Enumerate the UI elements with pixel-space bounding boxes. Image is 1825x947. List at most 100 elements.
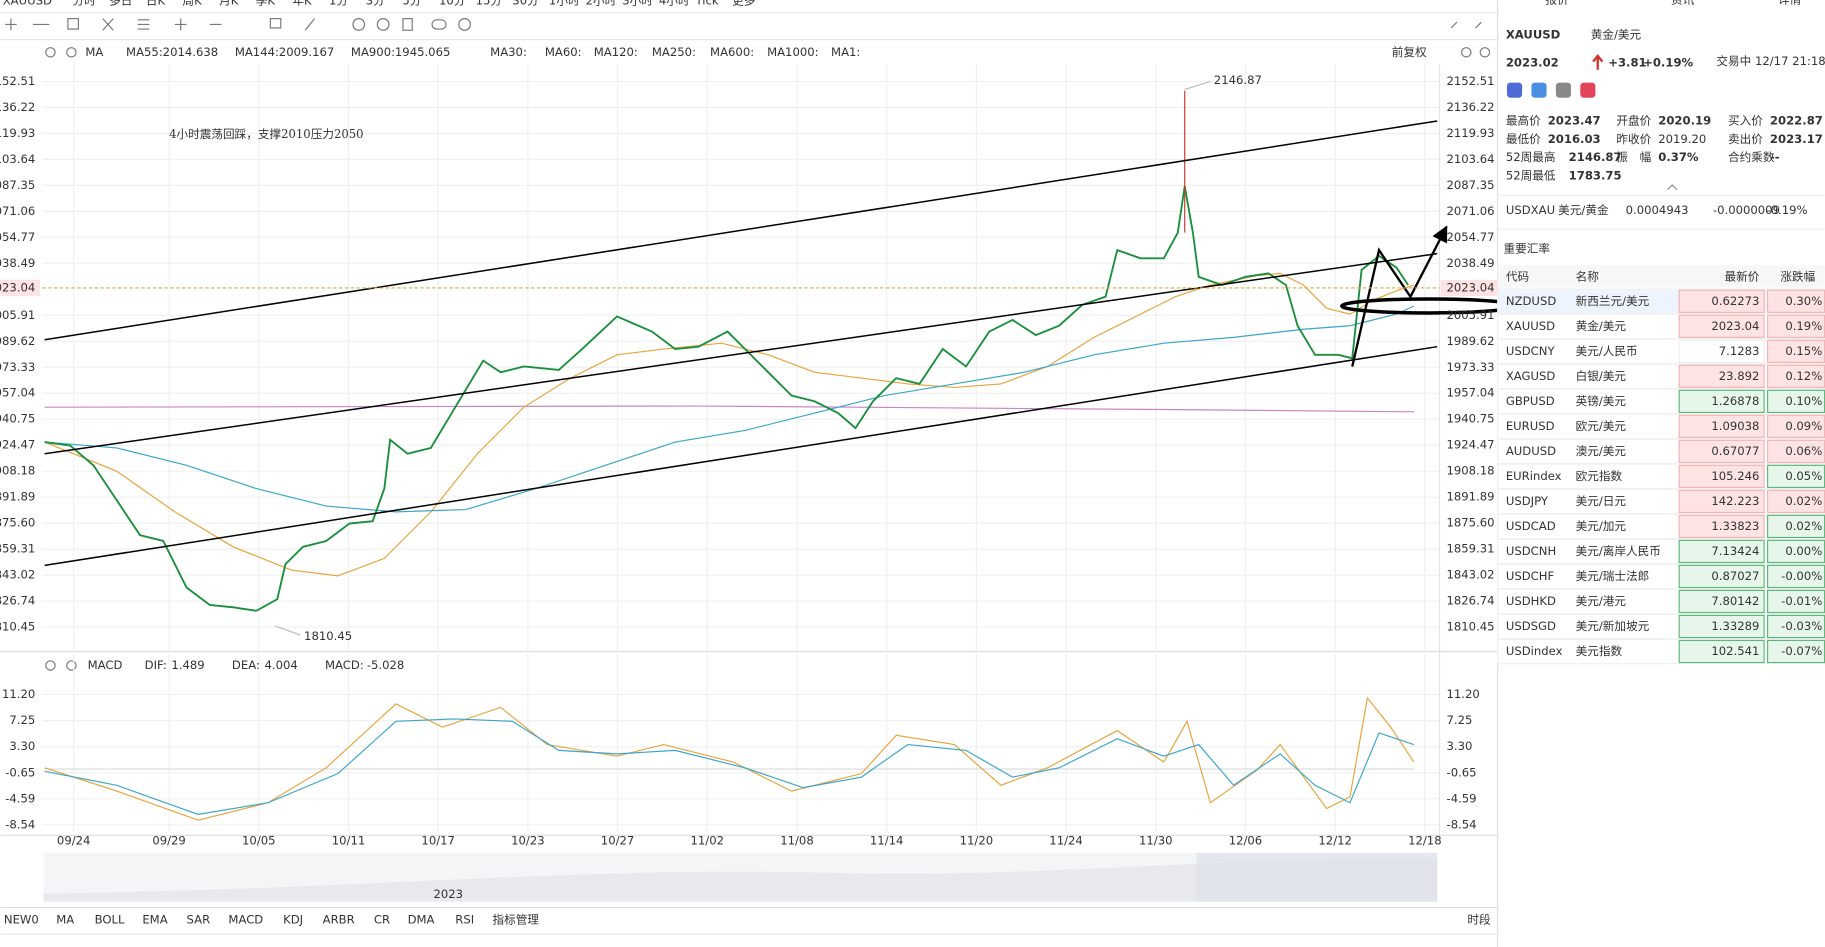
fib-icon[interactable] [102, 18, 114, 31]
pane-close-icon[interactable] [66, 660, 77, 671]
x-tick-label: 12/18 [1408, 834, 1442, 848]
y-tick-label-left: 1859.31 [0, 542, 35, 556]
quote-icons[interactable] [1506, 82, 1596, 98]
delete-icon[interactable] [402, 18, 413, 31]
indicator-tab[interactable]: BOLL [95, 913, 125, 927]
indicator-name[interactable]: MACD [88, 658, 123, 672]
symbol-tab[interactable]: XAUUSD [3, 0, 52, 8]
panel-tab[interactable]: 资讯 [1671, 0, 1695, 7]
y-tick-label-left: 2054.77 [0, 230, 35, 244]
indicator-tab[interactable]: DMA [408, 913, 435, 927]
period-tab[interactable]: 30分 [512, 0, 539, 8]
y-tick-label-left: 2087.35 [0, 178, 35, 192]
indicator-tab[interactable]: CR [374, 913, 390, 927]
period-tab[interactable]: 1分 [329, 0, 348, 8]
period-tab[interactable]: 1小时 [549, 0, 580, 8]
redo-icon[interactable] [1450, 21, 1482, 29]
restore-button[interactable]: 前复权 [1392, 45, 1427, 59]
name-cell: 澳元/美元 [1576, 444, 1627, 458]
y-tick-label: 2038.49 [1446, 256, 1494, 270]
navigator-area [43, 858, 1438, 902]
quote-symbol: XAUUSD [1506, 27, 1561, 41]
cell-bg [1678, 314, 1765, 338]
pen-icon[interactable] [304, 18, 315, 31]
indicator-tab[interactable]: EMA [142, 913, 167, 927]
period-tab[interactable]: 10分 [439, 0, 466, 8]
name-cell: 美元/人民币 [1576, 344, 1638, 358]
period-tab[interactable]: 日K [146, 0, 166, 8]
rect-icon[interactable] [67, 18, 79, 30]
icon[interactable] [1506, 82, 1523, 98]
period-setting[interactable]: 时段 [1467, 913, 1491, 927]
icon[interactable] [1555, 82, 1571, 98]
indicator-tab[interactable]: ARBR [323, 913, 355, 927]
period-tab[interactable]: 多日 [109, 0, 132, 8]
pane-settings-icon[interactable] [45, 660, 56, 671]
period-tab[interactable]: 4小时 [659, 0, 690, 8]
ma-off-label: MA1000: [767, 45, 818, 59]
indicator-name[interactable]: MA [85, 45, 103, 59]
period-tab[interactable]: 季K [256, 0, 276, 8]
period-tab[interactable]: 5分 [402, 0, 421, 8]
cell-bg [1678, 439, 1765, 464]
ma-label: MA144: [235, 45, 279, 59]
period-tab[interactable]: 3分 [366, 0, 385, 8]
pane-settings-icon[interactable] [45, 47, 56, 58]
comment-icon[interactable] [269, 18, 282, 29]
panel-tab[interactable]: 详情 [1778, 0, 1802, 7]
x-tick-label: 10/27 [601, 834, 635, 848]
period-tab[interactable]: 3小时 [622, 0, 653, 8]
channel-icon[interactable] [137, 19, 150, 30]
zoom-in-icon[interactable] [1479, 47, 1491, 58]
magnet-icon[interactable] [352, 18, 366, 31]
stat-value: 2022.87 [1770, 113, 1823, 127]
indicator-tab[interactable]: KDJ [283, 913, 303, 927]
y-tick-label: 1826.74 [1446, 594, 1494, 608]
x-tick-label: 11/24 [1049, 834, 1083, 848]
code-cell: USDCNH [1506, 544, 1556, 558]
crosshair-icon[interactable] [5, 18, 17, 31]
ma-label: MA900: [351, 45, 395, 59]
settings-icon[interactable] [458, 18, 471, 31]
navigator-window[interactable] [1196, 852, 1438, 902]
period-tab[interactable]: Tick [695, 0, 719, 8]
indicator-tab[interactable]: RSI [455, 913, 474, 927]
period-tab[interactable]: 更多 [732, 0, 755, 8]
indicator-tab[interactable]: 指标管理 [493, 913, 540, 927]
period-tab[interactable]: 月K [219, 0, 239, 8]
name-cell: 欧元/美元 [1576, 419, 1627, 433]
period-tab[interactable]: 2小时 [586, 0, 617, 8]
y-tick-label-left: 1891.89 [0, 490, 35, 504]
measure-icon[interactable] [174, 18, 187, 31]
zoom-out-icon[interactable] [1461, 47, 1472, 58]
icon[interactable] [1531, 82, 1547, 98]
indicator-tab[interactable]: NEW0 [4, 913, 39, 927]
indicator-tab[interactable]: MACD [228, 913, 263, 927]
collapse-caret [1667, 184, 1678, 191]
eye-icon[interactable] [431, 19, 447, 30]
pane-close-icon[interactable] [66, 47, 77, 58]
y-tick-label-left: -0.65 [5, 765, 35, 779]
icon[interactable] [1580, 82, 1596, 98]
price-cell: 7.80142 [1711, 594, 1759, 608]
drawing-toolbar[interactable] [5, 18, 1491, 671]
y-tick-label-left: -8.54 [5, 817, 35, 831]
period-tab[interactable]: 分时 [73, 0, 97, 8]
period-tab[interactable]: 周K [182, 0, 202, 8]
period-tab[interactable]: 15分 [476, 0, 503, 8]
y-tick-label: 2119.93 [1446, 126, 1494, 140]
change-cell: 0.05% [1785, 469, 1822, 483]
panel-tab[interactable]: 报价 [1545, 0, 1569, 7]
indicator-tab[interactable]: SAR [187, 913, 211, 927]
price-cell: 7.1283 [1719, 344, 1760, 358]
x-tick-label: 10/11 [332, 834, 366, 848]
indicator-tab[interactable]: MA [56, 913, 74, 927]
change-cell: -0.03% [1781, 619, 1822, 633]
code-cell: USDHKD [1506, 594, 1556, 608]
change-cell: -0.00% [1781, 569, 1822, 583]
y-tick-label: 11.20 [1446, 687, 1479, 701]
hide-icon[interactable] [376, 18, 390, 31]
quote-change: +3.81 [1608, 55, 1646, 69]
period-tab[interactable]: 年K [292, 0, 312, 8]
